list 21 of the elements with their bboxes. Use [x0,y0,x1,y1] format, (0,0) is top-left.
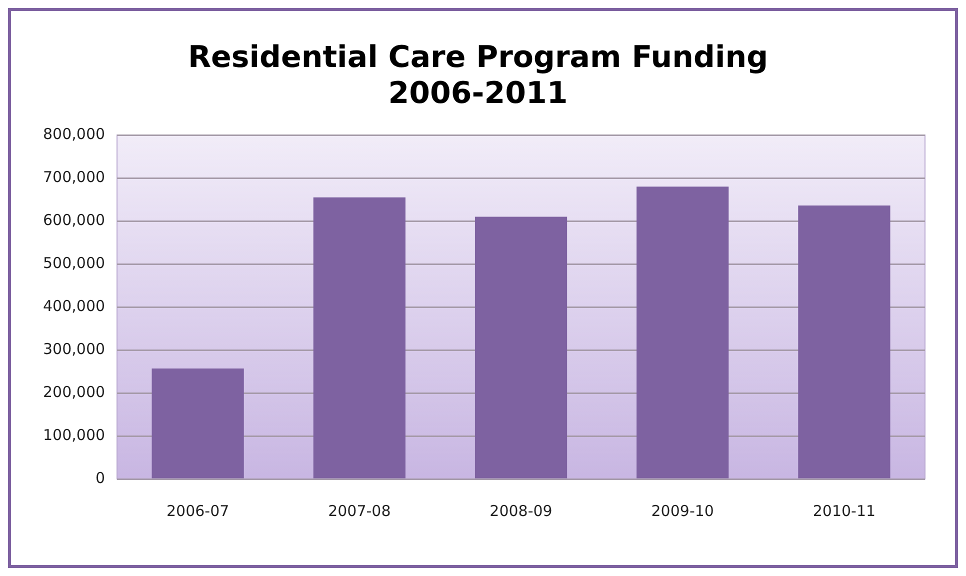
bar [152,368,244,478]
bar [636,186,729,478]
y-tick-label: 0 [95,468,106,487]
y-tick-label: 800,000 [43,124,106,143]
x-tick-label: 2006-07 [166,502,230,520]
bar [798,206,890,478]
y-tick-label: 700,000 [43,168,106,186]
x-tick-label: 2009-10 [651,502,714,520]
bar [474,216,568,478]
bar [313,197,406,478]
y-tick-label: 300,000 [43,340,106,358]
text: Residential Care Program Funding [188,40,768,75]
y-tick-label: 500,000 [43,254,106,272]
y-tick-label: 400,000 [43,296,106,315]
y-tick-label: 200,000 [43,382,106,401]
x-tick-label: 2007-08 [328,502,391,520]
y-tick-label: 100,000 [43,426,106,444]
y-tick-label: 600,000 [43,210,106,229]
x-tick-label: 2008-09 [490,502,552,520]
x-tick-label: 2010-11 [812,502,876,520]
text: 2006-2011 [388,76,568,111]
